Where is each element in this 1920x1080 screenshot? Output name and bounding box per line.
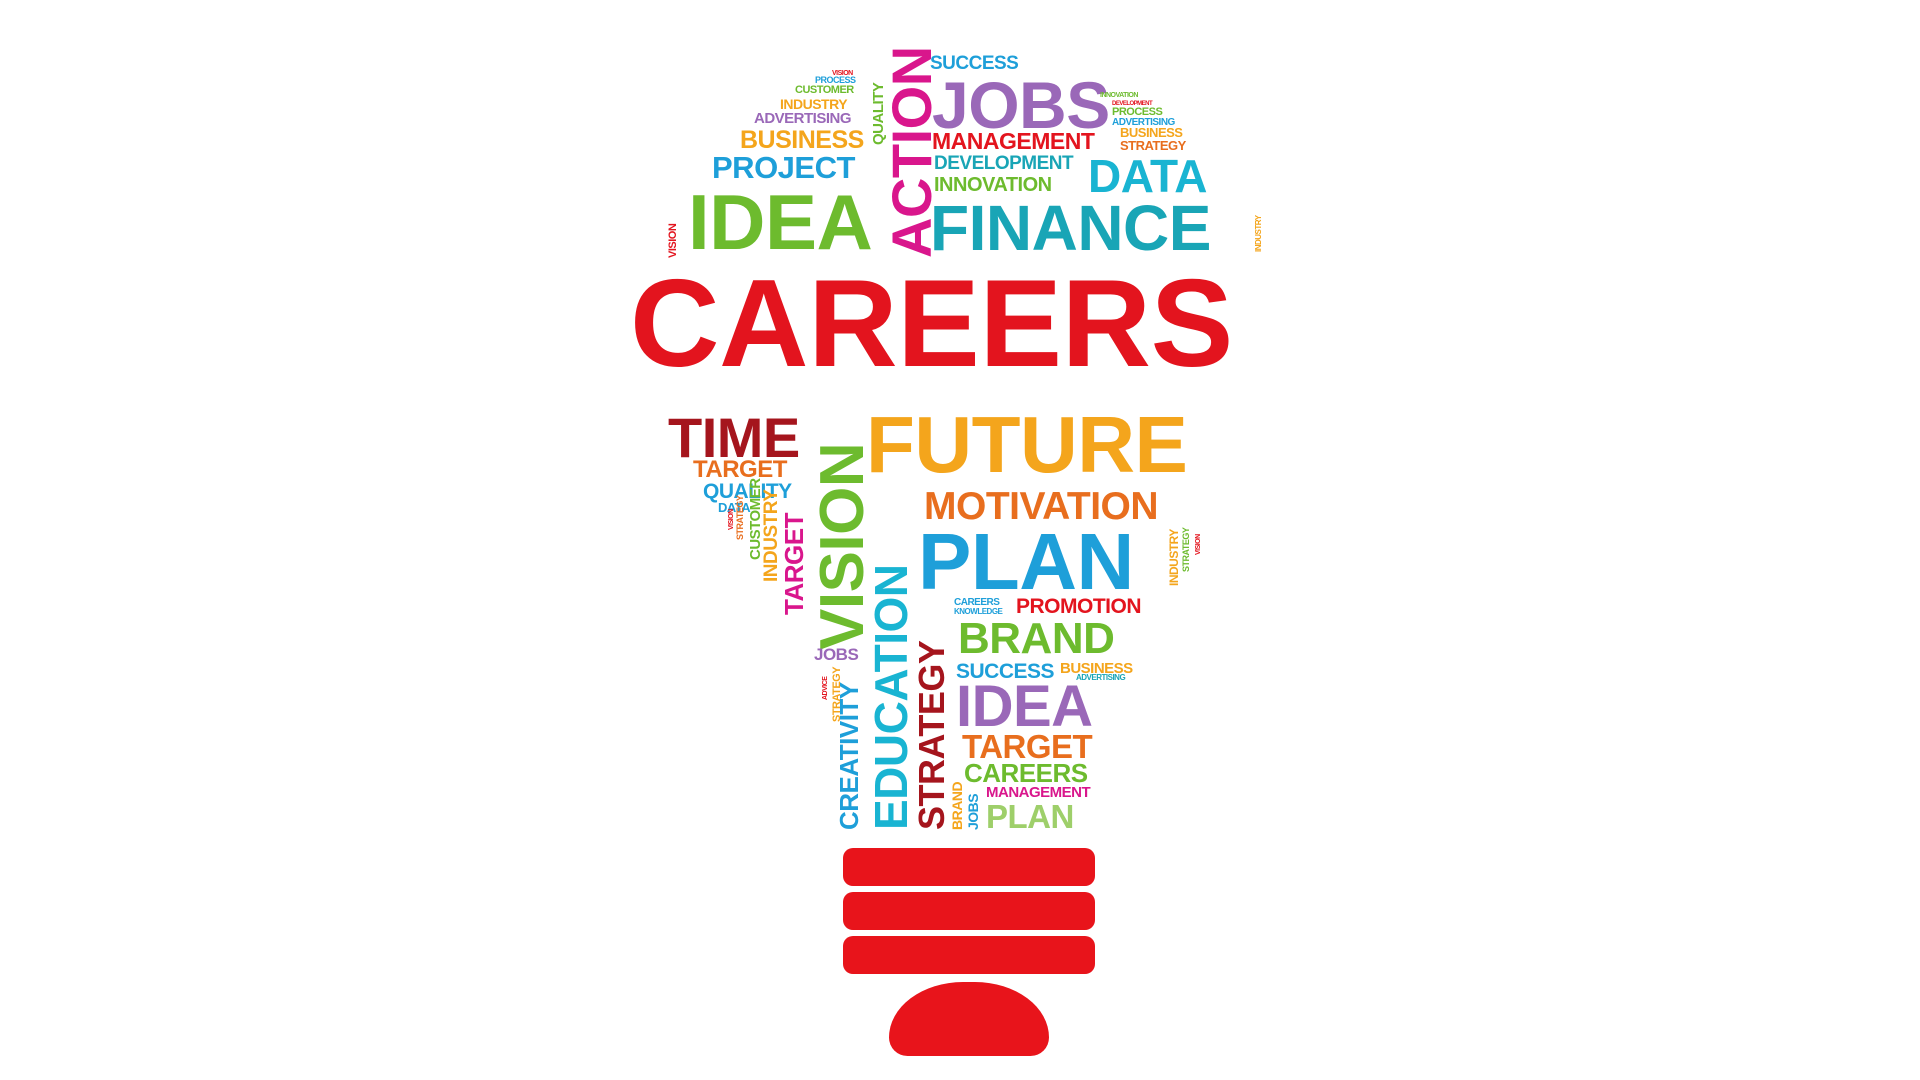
word-management-top: MANAGEMENT <box>932 128 1095 154</box>
word-advertising-top: ADVERTISING <box>754 110 852 127</box>
word-industry-right-top: INDUSTRY <box>1254 215 1263 252</box>
word-strategy-small-vertical: STRATEGY <box>735 495 745 540</box>
word-vision-top-small: VISION <box>832 70 853 77</box>
word-business-top: BUSINESS <box>740 126 864 154</box>
word-management-lower: MANAGEMENT <box>986 784 1091 801</box>
word-development-small: DEVELOPMENT <box>1112 101 1153 107</box>
word-customer-vertical: CUSTOMER <box>747 478 764 560</box>
word-vision-small-vertical: VISION <box>728 509 735 530</box>
word-target-lower: TARGET <box>962 728 1093 765</box>
word-success-top: SUCCESS <box>930 53 1019 74</box>
word-target-mid: TARGET <box>693 456 787 483</box>
word-brand: BRAND <box>958 614 1115 663</box>
word-future: FUTURE <box>866 400 1188 489</box>
word-industry-vertical: INDUSTRY <box>761 489 782 582</box>
word-promotion: PROMOTION <box>1016 595 1142 618</box>
word-quality-mid: QUALITY <box>703 480 792 503</box>
word-advice: ADVICE <box>822 676 829 700</box>
word-advertising-right: ADVERTISING <box>1112 117 1175 128</box>
bulb-base-stripe-2 <box>843 892 1095 930</box>
word-brand-vertical: BRAND <box>949 781 965 830</box>
word-customer-top: CUSTOMER <box>795 84 854 96</box>
bulb-base-stripe-1 <box>843 848 1095 886</box>
word-jobs-small: JOBS <box>814 645 859 664</box>
word-innovation-small: INNOVATION <box>1100 92 1138 99</box>
word-data-top: DATA <box>1088 150 1207 202</box>
word-education: EDUCATION <box>865 564 917 830</box>
word-idea-top: IDEA <box>688 178 873 266</box>
word-innovation-top: INNOVATION <box>934 174 1052 196</box>
bulb-base-stripe-3 <box>843 936 1095 974</box>
word-advertising-mid: ADVERTISING <box>1076 673 1126 682</box>
word-strategy-vertical: STRATEGY <box>911 640 952 830</box>
bulb-base-tip <box>889 982 1049 1056</box>
word-strategy-right-v: STRATEGY <box>1181 527 1191 572</box>
word-strategy-thin: STRATEGY <box>831 666 843 722</box>
word-project: PROJECT <box>712 150 855 185</box>
word-vision-left-small: VISION <box>667 223 679 258</box>
word-process-right: PROCESS <box>1112 106 1163 118</box>
word-finance: FINANCE <box>930 192 1211 264</box>
word-idea-mid: IDEA <box>956 674 1093 739</box>
word-success-mid: SUCCESS <box>956 660 1055 683</box>
word-motivation: MOTIVATION <box>924 485 1159 528</box>
word-data-mid: DATA <box>718 500 751 515</box>
word-careers-main: CAREERS <box>630 255 1233 393</box>
word-vision-right-v: VISION <box>1195 534 1202 555</box>
word-industry-right: INDUSTRY <box>1167 529 1181 586</box>
word-strategy-right: STRATEGY <box>1120 138 1186 153</box>
word-quality-top: QUALITY <box>870 82 887 145</box>
word-careers-lower: CAREERS <box>964 758 1088 788</box>
word-jobs-top: JOBS <box>932 68 1110 142</box>
word-time: TIME <box>668 406 800 469</box>
word-business-mid: BUSINESS <box>1060 660 1133 677</box>
word-plan-lower: PLAN <box>986 798 1074 835</box>
word-business-right: BUSINESS <box>1120 125 1183 140</box>
word-process-top: PROCESS <box>815 75 856 85</box>
word-development-top: DEVELOPMENT <box>934 153 1074 174</box>
word-careers-small: CAREERS <box>954 597 1000 608</box>
word-target-vertical: TARGET <box>779 513 809 615</box>
word-knowledge: KNOWLEDGE <box>954 607 1003 616</box>
word-plan-main: PLAN <box>918 517 1134 606</box>
word-jobs-vertical: JOBS <box>965 793 981 830</box>
word-industry-top: INDUSTRY <box>780 96 848 112</box>
